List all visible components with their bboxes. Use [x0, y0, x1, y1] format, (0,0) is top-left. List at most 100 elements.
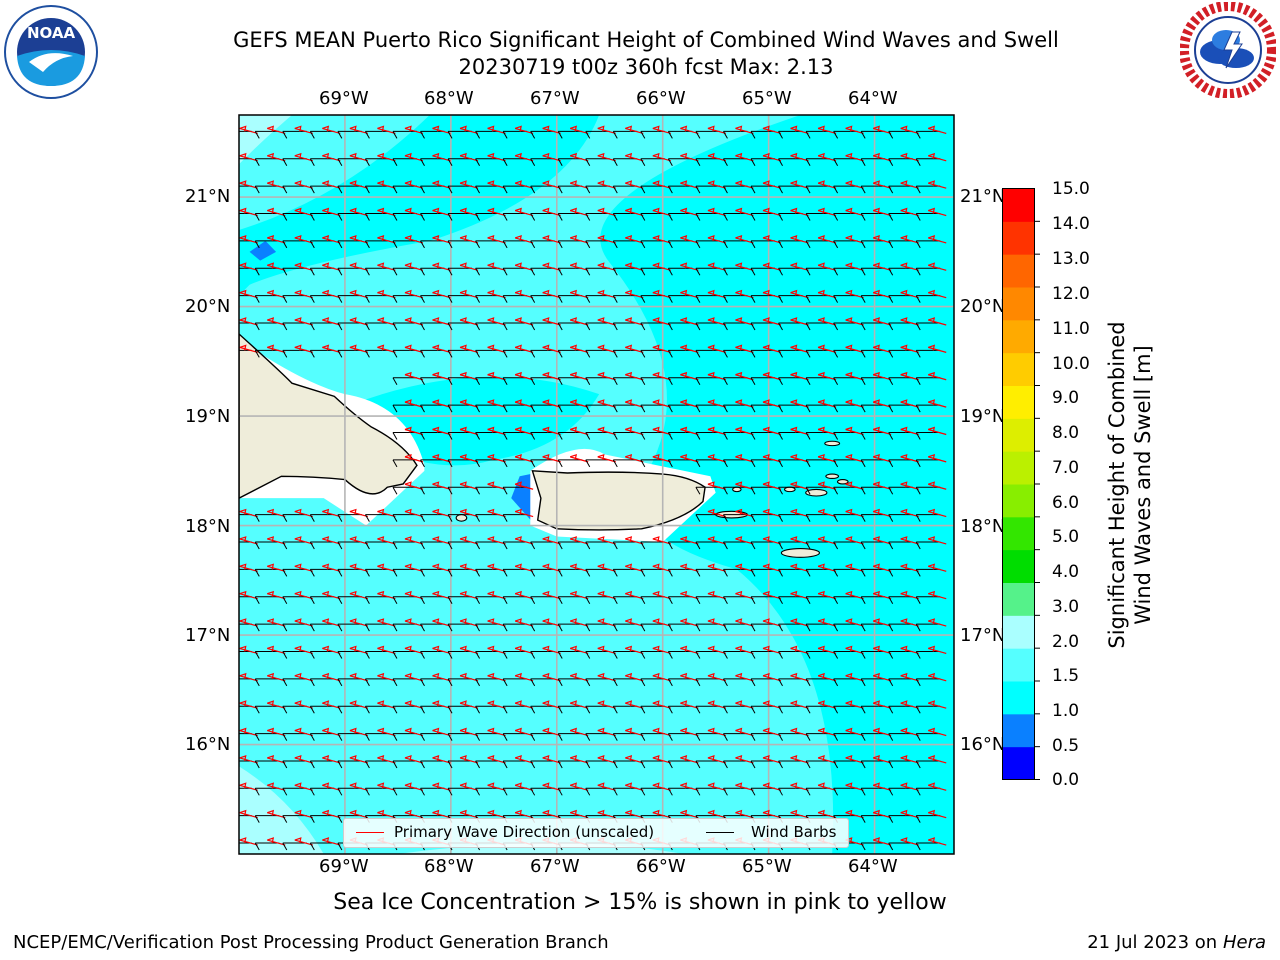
wave-direction-arrow — [349, 565, 369, 572]
wave-direction-arrow — [542, 374, 561, 381]
wind-barb-flag — [695, 213, 701, 221]
wave-direction-arrow — [514, 209, 534, 217]
wave-direction-arrow — [928, 702, 947, 709]
wave-direction-arrow — [377, 237, 396, 244]
wind-barb-flag — [392, 240, 398, 249]
wind-barb-flag — [695, 295, 701, 303]
wind-barb-flag — [667, 404, 673, 413]
wave-direction-head — [570, 590, 577, 597]
wave-direction-head — [652, 563, 660, 570]
wind-barb-flag — [392, 131, 398, 139]
wind-barb-flag — [805, 678, 811, 687]
wave-direction-head — [928, 399, 936, 406]
wave-direction-head — [872, 508, 880, 515]
wave-direction-head — [432, 180, 440, 187]
wind-barb-flag — [612, 185, 618, 194]
wind-barb-flag — [833, 240, 839, 249]
wave-direction-arrow — [322, 264, 341, 271]
wave-direction-arrow — [267, 812, 286, 819]
wave-direction-arrow — [514, 319, 534, 326]
wave-direction-arrow — [514, 812, 534, 819]
wave-direction-arrow — [817, 456, 837, 463]
wave-direction-arrow — [680, 237, 699, 244]
wave-direction-head — [267, 837, 275, 844]
wave-direction-head — [404, 700, 412, 707]
wind-barb-flag — [805, 322, 811, 331]
wave-direction-arrow — [928, 784, 947, 791]
wave-direction-arrow — [900, 511, 919, 518]
wave-direction-arrow — [790, 729, 809, 737]
wave-direction-arrow — [872, 292, 892, 299]
wave-direction-head — [735, 782, 743, 789]
wave-direction-arrow — [597, 292, 616, 299]
wave-direction-head — [652, 289, 660, 296]
wave-direction-arrow — [735, 812, 754, 819]
wind-barb-flag — [915, 459, 921, 468]
wave-direction-arrow — [349, 209, 369, 217]
wind-barb-flag — [254, 678, 260, 687]
wave-direction-head — [707, 590, 715, 597]
wind-barb-flag — [833, 486, 839, 495]
wind-barb-flag — [915, 651, 921, 659]
wave-direction-arrow — [542, 182, 561, 189]
map-legend: Primary Wave Direction (unscaled) Wind B… — [343, 818, 849, 848]
wave-direction-arrow — [625, 428, 644, 436]
wind-barb-flag — [392, 623, 398, 632]
wave-direction-head — [349, 782, 357, 789]
wind-barb-flag — [420, 377, 425, 386]
wind-barb-flag — [585, 350, 591, 358]
wave-direction-arrow — [928, 237, 947, 244]
wave-direction-head — [735, 262, 743, 269]
wave-direction-head — [900, 426, 908, 433]
wave-direction-arrow — [404, 702, 424, 709]
wind-barb-flag — [392, 596, 398, 604]
wind-barb-flag — [778, 432, 783, 440]
wave-direction-head — [514, 645, 522, 652]
wave-direction-arrow — [349, 675, 369, 682]
wind-barb-flag — [309, 213, 315, 221]
wind-barb-flag — [392, 459, 398, 468]
wave-direction-arrow — [790, 784, 809, 791]
wind-barb-flag — [667, 350, 673, 358]
wind-barb-flag — [475, 131, 481, 139]
wave-direction-arrow — [597, 155, 616, 162]
wave-direction-head — [597, 371, 605, 378]
wave-direction-arrow — [542, 319, 561, 326]
wave-direction-arrow — [432, 729, 451, 737]
wind-barb-flag — [915, 213, 921, 221]
wind-barb-flag — [915, 596, 921, 604]
wave-direction-head — [707, 152, 715, 159]
wind-barb-flag — [337, 514, 343, 522]
wave-direction-arrow — [349, 812, 369, 819]
wave-direction-arrow — [762, 483, 782, 490]
wave-direction-head — [570, 645, 577, 652]
wind-barb-flag — [309, 788, 315, 796]
wave-direction-arrow — [570, 428, 589, 436]
wave-direction-head — [542, 344, 550, 351]
wave-direction-head — [597, 399, 605, 406]
lon-label: 68°W — [424, 88, 474, 109]
wave-direction-arrow — [349, 593, 369, 600]
wave-direction-arrow — [625, 565, 644, 572]
wave-direction-arrow — [652, 538, 671, 545]
wave-direction-arrow — [294, 757, 313, 764]
wave-direction-head — [597, 235, 605, 242]
wind-barb-flag — [228, 788, 232, 795]
wind-barb-flag — [833, 213, 839, 221]
wave-direction-head — [459, 289, 467, 296]
wave-direction-arrow — [680, 346, 699, 353]
wave-direction-arrow — [432, 182, 451, 189]
wind-barb-flag — [309, 651, 315, 659]
wind-barb-flag — [778, 514, 783, 522]
wind-barb-flag — [585, 240, 591, 249]
wave-direction-head — [459, 508, 467, 515]
wind-barb-flag — [447, 569, 453, 577]
wave-direction-head — [817, 152, 825, 159]
wind-barb-flag — [778, 705, 783, 714]
wave-direction-head — [459, 180, 467, 187]
wave-direction-arrow — [514, 401, 534, 408]
wind-barb-flag — [915, 815, 921, 823]
wave-direction-arrow — [707, 565, 727, 572]
wave-direction-head — [322, 727, 330, 734]
colorbar-tick: 14.0 — [1052, 214, 1090, 234]
